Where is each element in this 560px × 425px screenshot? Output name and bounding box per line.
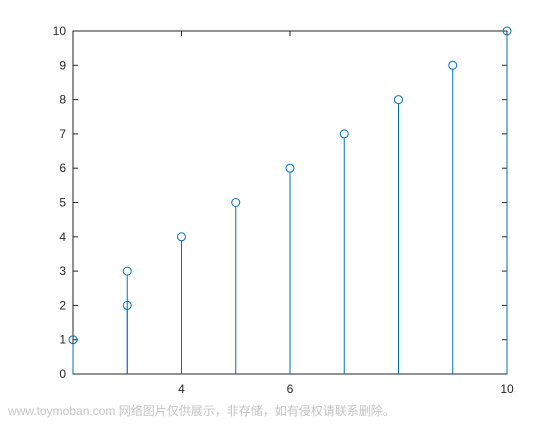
y-tick-label: 0 <box>59 367 66 381</box>
stem-marker-1 <box>68 335 78 345</box>
stem-marker-5 <box>231 198 241 207</box>
stem-marker-8 <box>394 95 403 105</box>
y-tick-label: 5 <box>59 196 66 210</box>
y-tick-label: 1 <box>59 333 66 347</box>
y-tick-label: 4 <box>59 230 66 244</box>
y-tick-label: 3 <box>59 264 66 278</box>
stem-marker-9 <box>448 60 458 70</box>
y-tick-label: 9 <box>59 58 66 72</box>
y-tick-label: 10 <box>53 24 67 38</box>
x-tick-label: 6 <box>287 382 294 396</box>
y-tick-label: 7 <box>59 127 66 141</box>
y-axis: 0 1 2 3 4 5 6 7 8 9 10 <box>53 24 507 381</box>
x-tick-label: 10 <box>500 382 514 396</box>
stem-marker-7 <box>339 129 349 139</box>
y-tick-label: 2 <box>59 298 66 312</box>
stem-marker-4 <box>177 232 186 242</box>
watermark-text: www.toymoban.com 网络图片仅供展示，非存储，如有侵权请联系删除。 <box>8 404 395 418</box>
stem-marker-6 <box>285 163 295 173</box>
y-tick-label: 8 <box>59 93 66 107</box>
y-tick-label: 6 <box>59 161 66 175</box>
stem-marker-10 <box>502 26 512 36</box>
stem-marker-3 <box>122 266 132 276</box>
stem-series <box>68 26 512 374</box>
x-tick-label: 4 <box>178 382 185 396</box>
